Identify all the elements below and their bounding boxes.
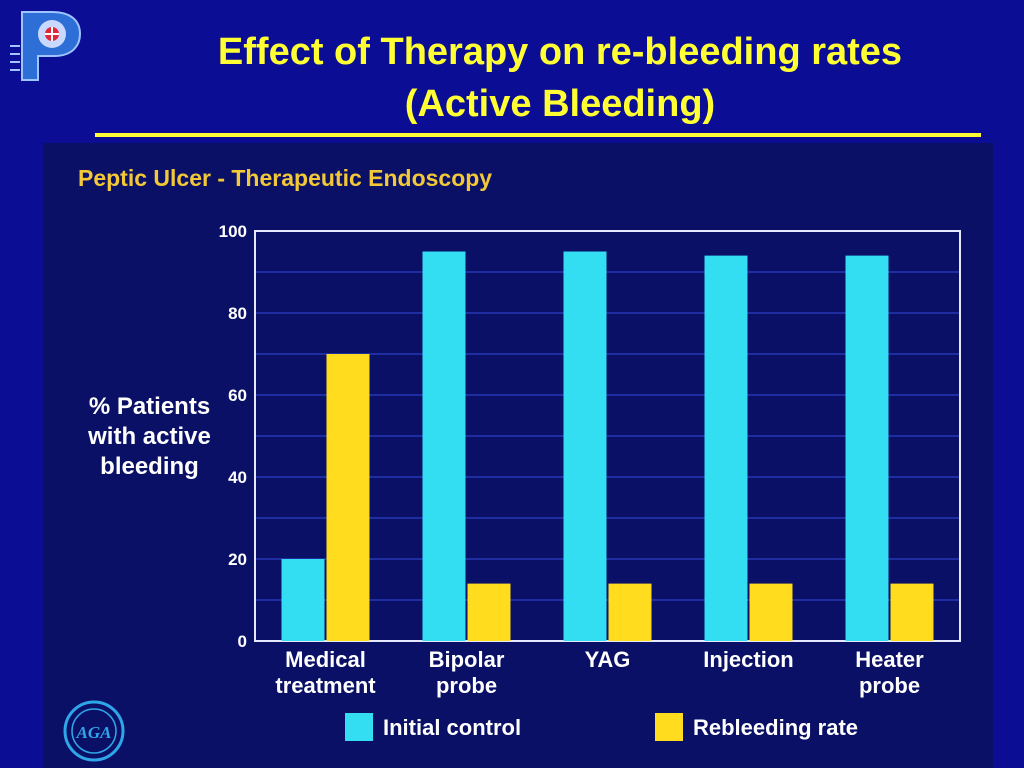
- chart-photo-panel: [43, 143, 993, 768]
- x-category-label: Injection: [703, 647, 793, 672]
- bar-rebleeding-rate: [890, 583, 934, 641]
- bar-initial-control: [281, 559, 325, 641]
- slide-title-line-2: (Active Bleeding): [404, 83, 716, 125]
- legend-label-initial-control: Initial control: [383, 715, 521, 740]
- y-tick-label: 40: [228, 468, 247, 487]
- bar-rebleeding-rate: [326, 354, 370, 641]
- slide-title-line-1: Effect of Therapy on re-bleeding rates: [217, 31, 903, 73]
- y-axis-label: % Patients with active bleeding: [88, 393, 211, 480]
- bar-rebleeding-rate: [608, 583, 652, 641]
- x-category-label: Heater probe: [855, 647, 924, 698]
- y-tick-label: 80: [228, 304, 247, 323]
- y-tick-label: 60: [228, 386, 247, 405]
- bar-rebleeding-rate: [749, 583, 793, 641]
- legend-label-rebleeding-rate: Rebleeding rate: [693, 715, 858, 740]
- bar-initial-control: [563, 251, 607, 641]
- bar-initial-control: [704, 255, 748, 641]
- x-category-label: YAG: [585, 647, 631, 672]
- chart-title: Peptic Ulcer - Therapeutic Endoscopy: [78, 165, 493, 191]
- y-tick-label: 100: [219, 222, 247, 241]
- bar-rebleeding-rate: [467, 583, 511, 641]
- legend-swatch-rebleeding-rate: [655, 713, 683, 741]
- y-tick-label: 20: [228, 550, 247, 569]
- bar-initial-control: [845, 255, 889, 641]
- slide-title: Effect of Therapy on re-bleeding rates (…: [110, 26, 1010, 130]
- title-underline: [95, 133, 981, 137]
- p-logo-icon: [8, 6, 86, 84]
- legend-swatch-initial-control: [345, 713, 373, 741]
- x-category-label: Bipolar probe: [429, 647, 505, 698]
- y-tick-label: 0: [238, 632, 247, 651]
- aga-seal-icon: AGA: [63, 700, 125, 762]
- svg-text:AGA: AGA: [76, 723, 112, 742]
- x-category-label: Medical treatment: [275, 647, 376, 698]
- bar-initial-control: [422, 251, 466, 641]
- plot-frame: [254, 230, 961, 642]
